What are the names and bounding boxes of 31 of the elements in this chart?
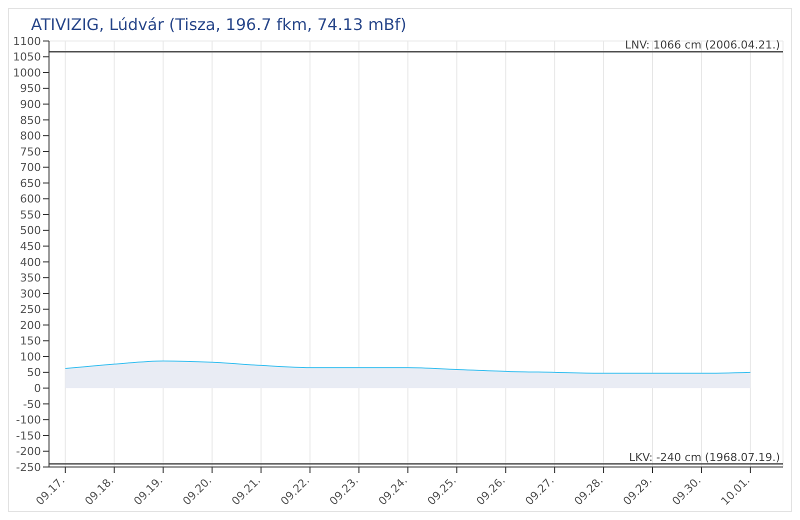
ref-line-label: LKV: -240 cm (1968.07.19.) [629, 450, 780, 464]
y-tick-label: 650 [20, 176, 41, 190]
y-tick-label: 250 [20, 303, 41, 316]
y-tick-label: 150 [20, 334, 41, 348]
y-tick-label: 450 [20, 240, 41, 254]
y-tick-label: 900 [20, 98, 41, 112]
y-tick-label: 350 [20, 272, 41, 285]
y-tick-label: -150 [16, 429, 41, 442]
y-tick-label: 750 [20, 145, 41, 158]
y-tick-label: 550 [20, 208, 41, 222]
y-tick-label: -50 [23, 398, 41, 411]
y-tick-label: 500 [20, 224, 41, 238]
chart-title: ATIVIZIG, Lúdvár (Tisza, 196.7 fkm, 74.13 mBf) [31, 15, 407, 34]
y-tick-label: 1100 [13, 34, 41, 48]
y-tick-label: 600 [20, 192, 41, 206]
y-tick-label: 0 [34, 382, 41, 396]
y-tick-label: 1050 [13, 50, 41, 64]
y-tick-label: 950 [20, 82, 41, 96]
y-tick-label: -250 [16, 460, 41, 474]
y-tick-label: 700 [20, 161, 41, 174]
ref-line-label: LNV: 1066 cm (2006.04.21.) [625, 38, 780, 52]
y-tick-label: 400 [20, 256, 41, 269]
y-tick-label: 850 [20, 114, 41, 127]
y-tick-label: 200 [20, 318, 41, 332]
y-tick-label: 1000 [13, 66, 41, 80]
y-tick-label: 50 [27, 366, 41, 380]
y-tick-label: -200 [16, 445, 41, 458]
y-tick-label: 100 [20, 350, 41, 364]
y-tick-label: 300 [20, 287, 41, 300]
y-tick-label: 800 [20, 130, 41, 143]
y-tick-label: -100 [16, 414, 41, 427]
